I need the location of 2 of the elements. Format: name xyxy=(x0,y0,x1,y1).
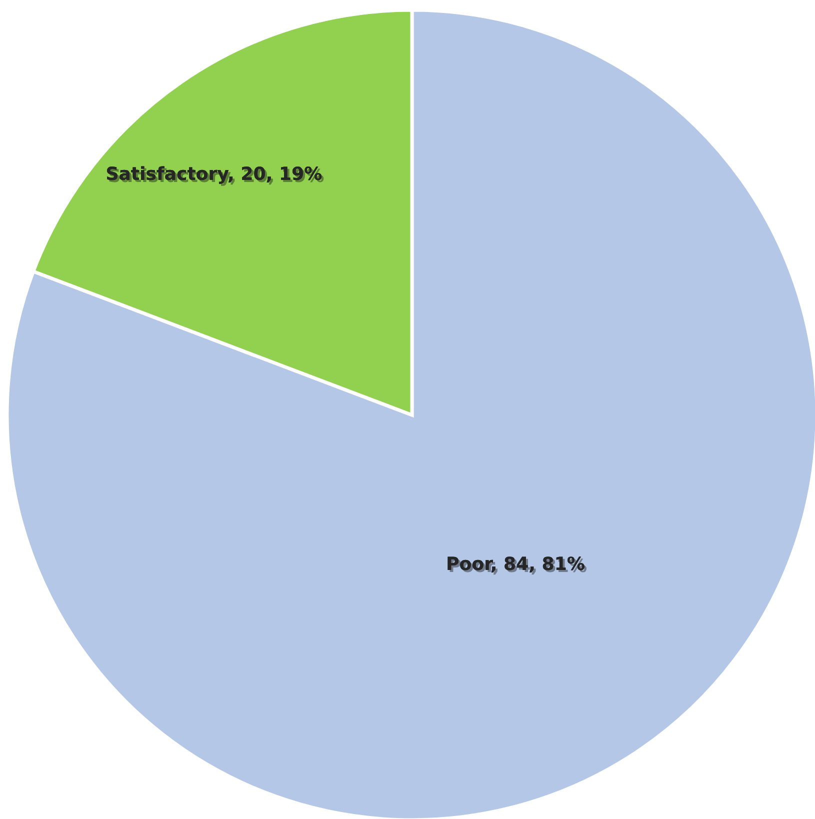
slice-label: Poor, 84, 81% xyxy=(448,556,586,575)
slice-label: Satisfactory, 20, 19% xyxy=(107,166,324,186)
